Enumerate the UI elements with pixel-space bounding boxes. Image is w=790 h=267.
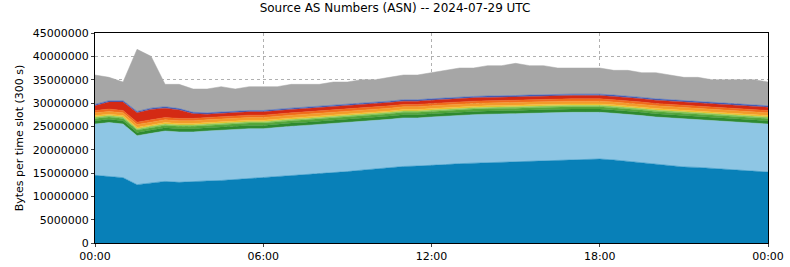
svg-text:45000000: 45000000: [33, 27, 89, 40]
svg-text:Bytes per time slot (300 s): Bytes per time slot (300 s): [13, 65, 26, 212]
svg-text:12:00: 12:00: [416, 250, 448, 263]
svg-text:25000000: 25000000: [33, 120, 89, 133]
svg-text:15000000: 15000000: [33, 167, 89, 180]
svg-text:0: 0: [82, 237, 89, 250]
svg-text:20000000: 20000000: [33, 144, 89, 157]
svg-text:00:00: 00:00: [752, 250, 784, 263]
svg-text:18:00: 18:00: [584, 250, 616, 263]
svg-text:40000000: 40000000: [33, 50, 89, 63]
svg-text:10000000: 10000000: [33, 190, 89, 203]
svg-text:30000000: 30000000: [33, 97, 89, 110]
svg-text:Source AS Numbers (ASN) -- 202: Source AS Numbers (ASN) -- 2024-07-29 UT…: [260, 1, 531, 15]
svg-text:5000000: 5000000: [40, 214, 89, 227]
svg-text:06:00: 06:00: [247, 250, 279, 263]
svg-text:35000000: 35000000: [33, 74, 89, 87]
svg-text:00:00: 00:00: [79, 250, 111, 263]
